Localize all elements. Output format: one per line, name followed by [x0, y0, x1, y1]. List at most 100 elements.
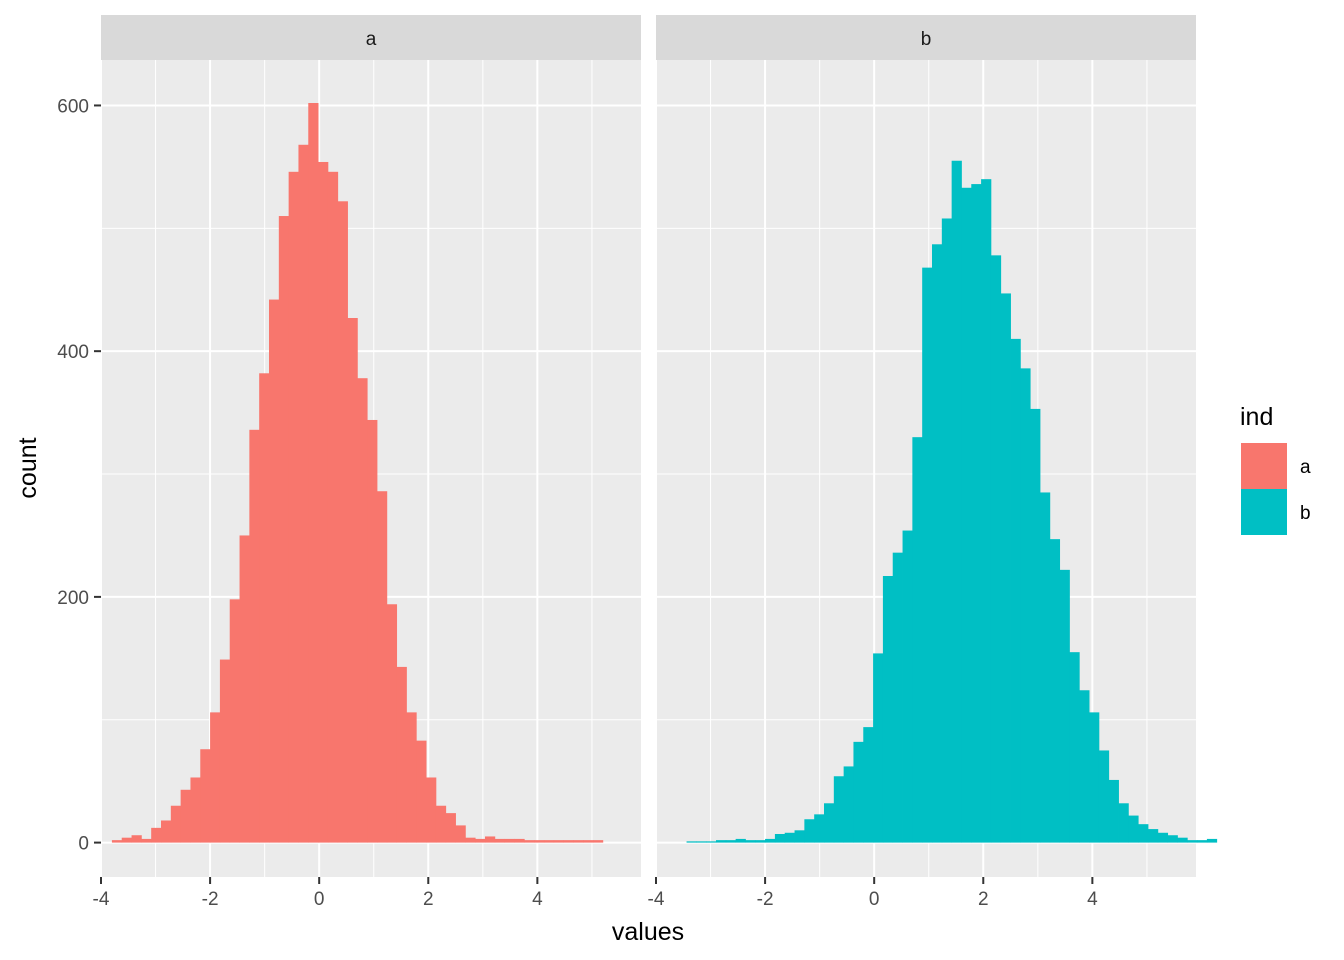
histogram-bar	[941, 218, 953, 843]
histogram-bar	[1010, 338, 1021, 843]
histogram-bar	[298, 144, 309, 843]
x-axis-title: values	[612, 918, 684, 946]
histogram-bar	[494, 838, 506, 843]
histogram-bar	[1069, 652, 1080, 843]
histogram-bar	[824, 803, 835, 843]
histogram-bar	[485, 836, 496, 843]
histogram-bar	[141, 838, 152, 843]
histogram-bar	[170, 805, 182, 843]
histogram-bar	[696, 841, 707, 843]
histogram-bar	[180, 789, 191, 843]
histogram-bar	[455, 825, 466, 843]
histogram-bar	[1000, 293, 1011, 843]
y-tick-label: 600	[57, 96, 89, 117]
histogram-bar	[1030, 408, 1041, 843]
x-tick-label: 2	[423, 889, 434, 910]
histogram-bar	[239, 535, 250, 843]
histogram-bar	[1138, 824, 1149, 843]
histogram-bar	[951, 160, 962, 843]
legend: ind a b	[1240, 403, 1311, 535]
histogram-bar	[524, 840, 535, 843]
histogram-bar	[288, 171, 299, 843]
histogram-bar	[912, 437, 923, 843]
histogram-bar	[514, 838, 525, 843]
histogram-bar	[435, 805, 447, 843]
histogram-bar	[706, 841, 717, 843]
histogram-bar	[386, 604, 398, 843]
legend-label-a: a	[1300, 457, 1311, 478]
y-tick-label: 200	[57, 588, 89, 609]
y-tick-label: 0	[78, 834, 89, 855]
histogram-bar	[563, 840, 574, 843]
histogram-bar	[892, 552, 903, 843]
histogram-bar	[1059, 569, 1070, 843]
histogram-bar	[853, 741, 864, 843]
histogram-bar	[833, 776, 845, 843]
histogram-bar	[347, 318, 358, 843]
histogram-bar	[367, 419, 378, 843]
histogram-bar	[1098, 750, 1110, 843]
x-tick-label: -4	[648, 889, 665, 910]
histogram-bar	[1049, 539, 1061, 843]
histogram-bar	[573, 840, 584, 843]
histogram-bar	[200, 749, 211, 843]
x-tick-label: 4	[1087, 889, 1098, 910]
histogram-bar	[534, 840, 545, 843]
histogram-bar	[553, 840, 564, 843]
histogram-bar	[932, 244, 943, 843]
histogram-bar	[1020, 368, 1031, 843]
histogram-bar	[269, 299, 280, 843]
histogram-bar	[981, 179, 992, 843]
facet-panel-b: b	[655, 15, 1218, 877]
histogram-bar	[863, 727, 874, 843]
histogram-bar	[873, 653, 884, 843]
histogram-bar	[111, 840, 123, 843]
histogram-bar	[961, 187, 972, 843]
histogram-bar	[1167, 835, 1178, 843]
histogram-bar	[229, 599, 240, 843]
histogram-bar	[1148, 829, 1159, 843]
histogram-bar	[426, 777, 437, 843]
x-tick-label: 0	[314, 889, 325, 910]
histogram-bar	[804, 819, 815, 843]
histogram-bar	[1197, 840, 1208, 843]
histogram-bar	[465, 837, 476, 843]
histogram-bar	[121, 837, 132, 843]
histogram-bar	[406, 712, 417, 843]
x-axes: -4 -2 0 2 4 -4 -2 0 2 4	[93, 877, 1098, 910]
x-tick-label: 2	[978, 889, 989, 910]
histogram-bar	[794, 830, 805, 843]
histogram-bar	[882, 576, 894, 843]
histogram-bar	[1079, 690, 1090, 843]
x-tick-label: -2	[757, 889, 774, 910]
y-tick-label: 400	[57, 342, 89, 363]
histogram-bar	[151, 827, 162, 843]
histogram-bar	[990, 255, 1002, 843]
histogram-bar	[814, 814, 825, 843]
histogram-bar	[1040, 492, 1051, 843]
histogram-bar	[745, 840, 756, 843]
facet-panel-a: a	[100, 15, 641, 877]
histogram-bar	[259, 373, 270, 843]
histogram-bar	[161, 820, 172, 843]
histogram-bar	[902, 530, 913, 843]
histogram-bar	[1206, 838, 1218, 843]
histogram-bar	[318, 161, 329, 843]
histogram-bar	[249, 429, 260, 843]
histogram-bar	[1187, 840, 1198, 843]
histogram-bar	[1157, 832, 1169, 843]
histogram-bar	[1128, 815, 1139, 843]
legend-key-a	[1241, 443, 1287, 489]
x-tick-label: -4	[93, 889, 110, 910]
histogram-bar	[219, 659, 231, 843]
y-axis: 0 200 400 600	[57, 96, 101, 855]
histogram-bar	[327, 171, 339, 843]
facet-strip-label: a	[366, 29, 377, 50]
histogram-bar	[755, 840, 766, 843]
histogram-bar	[716, 840, 727, 843]
histogram-bar	[735, 838, 746, 843]
histogram-bar	[971, 184, 982, 843]
histogram-bar	[593, 840, 604, 843]
y-axis-title: count	[14, 437, 42, 498]
